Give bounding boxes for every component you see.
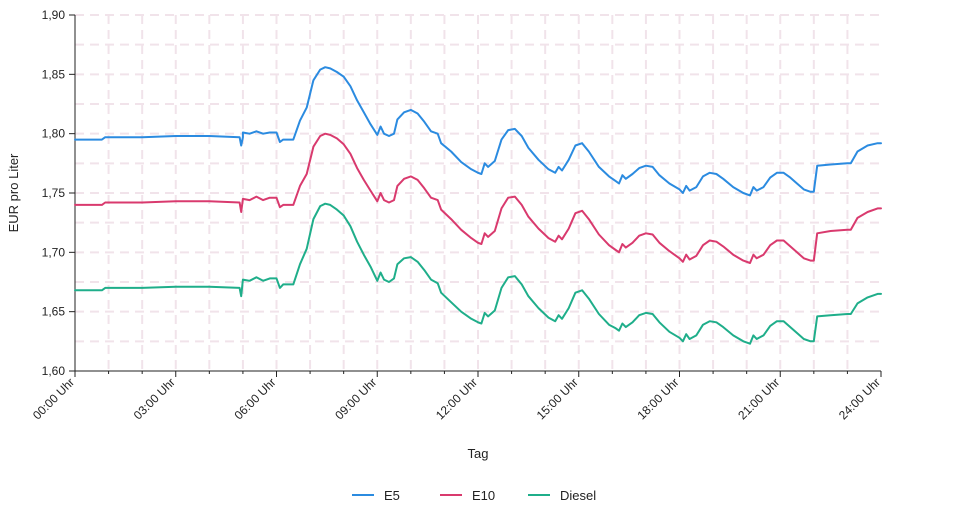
series-lines xyxy=(74,66,882,345)
grid xyxy=(75,14,881,371)
legend-label-diesel: Diesel xyxy=(560,488,596,503)
series-line-diesel xyxy=(74,202,882,345)
x-tick-label: 03:00 Uhr xyxy=(131,375,178,422)
x-axis-title: Tag xyxy=(468,446,489,461)
series-line-e10 xyxy=(74,132,882,264)
x-tick-label: 00:00 Uhr xyxy=(30,375,77,422)
x-tick-label: 15:00 Uhr xyxy=(534,375,581,422)
x-tick-label: 12:00 Uhr xyxy=(433,375,480,422)
x-tick-label: 21:00 Uhr xyxy=(735,375,782,422)
axes: 1,60 1,65 1,70 1,75 1,80 1,85 1,90 00:00 Uhr 03:… xyxy=(30,8,883,422)
y-tick-label: 1,90 xyxy=(42,8,66,22)
y-tick-label: 1,60 xyxy=(42,364,66,378)
y-tick-label: 1,80 xyxy=(42,127,66,141)
x-tick-label: 24:00 Uhr xyxy=(836,375,883,422)
legend-label-e10: E10 xyxy=(472,488,495,503)
legend-label-e5: E5 xyxy=(384,488,400,503)
y-tick-label: 1,70 xyxy=(42,245,66,259)
x-tick-label: 09:00 Uhr xyxy=(332,375,379,422)
y-tick-label: 1,75 xyxy=(42,186,66,200)
x-tick-label: 18:00 Uhr xyxy=(634,375,681,422)
y-axis-title: EUR pro Liter xyxy=(6,153,21,232)
y-tick-label: 1,85 xyxy=(42,67,66,81)
legend: E5 E10 Diesel xyxy=(352,488,596,503)
x-tick-label: 06:00 Uhr xyxy=(231,375,278,422)
series-line-e5 xyxy=(74,66,882,197)
y-tick-label: 1,65 xyxy=(42,305,66,319)
